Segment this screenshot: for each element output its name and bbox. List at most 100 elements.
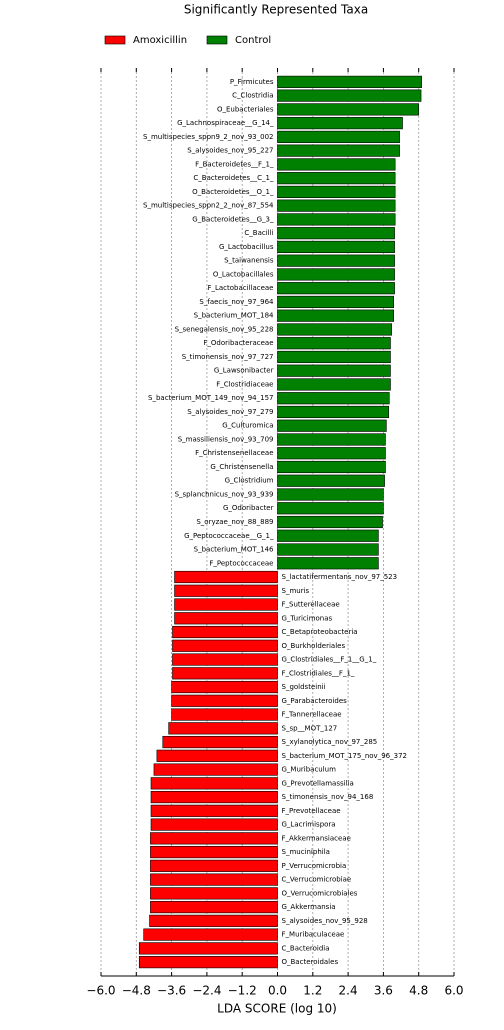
bar <box>277 117 403 130</box>
bar <box>277 557 379 570</box>
category-label: G_Lacrimispora <box>282 821 336 829</box>
bar <box>150 804 278 817</box>
bar <box>277 158 396 171</box>
category-label: G_Christensenella <box>210 463 273 471</box>
category-label: S_massiliensis_nov_93_709 <box>178 435 274 443</box>
bar <box>277 350 391 364</box>
bar <box>277 295 394 309</box>
bar <box>277 309 394 322</box>
category-label: S_multispecies_sppn2_2_nov_87_554 <box>143 202 274 210</box>
legend-label: Amoxicillin <box>133 35 187 46</box>
category-label: F_Clostridiaceae <box>216 380 273 388</box>
bar <box>150 873 278 886</box>
x-tick-label: −1.2 <box>228 984 257 998</box>
bar <box>277 240 395 253</box>
category-label: S_faecis_nov_97_964 <box>199 298 274 306</box>
bar <box>171 708 278 721</box>
legend-label: Control <box>235 35 271 46</box>
category-label: O_Verrucomicrobiales <box>282 889 358 897</box>
category-label: O_Burkholderiales <box>282 642 346 650</box>
category-label: F_Lactobacillaceae <box>207 284 273 292</box>
x-tick-label: −6.0 <box>86 984 115 998</box>
category-label: G_Clostridium <box>225 477 274 485</box>
x-axis-label: LDA SCORE (log 10) <box>217 1002 337 1016</box>
category-label: F_Christensenellaceae <box>195 449 273 457</box>
category-label: P_Verrucomicrobia <box>282 862 347 870</box>
category-label: G_Peptococcaceae__G_1_ <box>184 532 274 540</box>
bar <box>277 185 396 198</box>
bar <box>277 323 392 336</box>
bar <box>277 213 396 226</box>
bar <box>171 694 278 707</box>
category-label: F_Odoribacteraceae <box>203 339 273 347</box>
category-label: S_multispecies_sppn9_2_nov_93_002 <box>143 133 273 141</box>
bar <box>150 791 278 804</box>
x-tick-label: 4.8 <box>409 984 428 998</box>
legend-swatch <box>104 35 126 45</box>
bar <box>162 735 278 749</box>
category-label: C_Bacilli <box>244 229 273 237</box>
x-tick-label: 2.4 <box>339 984 358 998</box>
bar <box>150 859 278 872</box>
category-label: S_bacterium_MOT_175_nov_96_372 <box>282 752 407 760</box>
bar <box>172 639 278 652</box>
bar <box>277 447 386 460</box>
category-label: F_Bacteroidetes__F_1_ <box>195 160 274 168</box>
category-label: S_xylanolytica_nov_97_285 <box>282 738 378 746</box>
bar <box>277 89 422 102</box>
bar <box>174 612 278 625</box>
category-label: F_Tannerellaceae <box>282 711 342 719</box>
category-label: S_bacterium_MOT_184 <box>194 312 274 320</box>
category-label: G_Culturomica <box>222 422 273 430</box>
bar <box>150 901 278 914</box>
category-label: S_alysoides_nov_97_279 <box>187 408 273 416</box>
category-label: C_Bacteroidetes__C_1_ <box>193 174 274 182</box>
category-label: S_muciniphila <box>282 848 330 856</box>
category-label: S_alysoides_nov_95_227 <box>187 147 273 155</box>
category-label: C_Bacteroidia <box>282 944 330 952</box>
x-tick-label: −3.6 <box>157 984 186 998</box>
category-label: O_Lactobacillales <box>213 270 274 278</box>
bar <box>277 419 387 432</box>
category-label: O_Bacteroidetes__O_1_ <box>192 188 274 196</box>
bar <box>277 268 395 281</box>
category-label: F_Clostridiales__F_1_ <box>282 669 355 677</box>
bar <box>277 337 391 350</box>
bar <box>277 529 379 542</box>
legend-swatch <box>206 35 228 45</box>
x-tick-label: 6.0 <box>444 984 463 998</box>
bar <box>172 667 278 680</box>
category-label: S_bacterium_MOT_146 <box>194 546 274 554</box>
bar <box>277 433 386 446</box>
chart-title: Significantly Represented Taxa <box>184 3 368 17</box>
category-label: G_Akkermansia <box>282 903 336 911</box>
bar <box>174 598 278 611</box>
bar <box>277 515 383 529</box>
category-label: G_Lachnospiraceae__G_14_ <box>177 119 274 127</box>
category-label: G_Lactobacillus <box>219 243 274 251</box>
bar <box>150 846 278 859</box>
bar <box>150 832 278 845</box>
category-label: F_Muribaculaceae <box>282 931 345 939</box>
x-tick-label: −4.8 <box>122 984 151 998</box>
category-label: S_oryzae_nov_88_889 <box>196 518 273 526</box>
category-label: C_Clostridia <box>232 92 273 100</box>
bar <box>277 75 422 88</box>
bar <box>153 763 278 776</box>
bar <box>277 199 396 212</box>
category-label: F_Akkermansiaceae <box>282 834 351 842</box>
bar <box>277 392 390 405</box>
category-label: G_Clostridiales__F_1__G_1_ <box>282 656 377 664</box>
category-label: O_Eubacteriales <box>217 105 274 113</box>
category-label: F_Sutterellaceae <box>282 601 340 609</box>
category-label: G_Parabacteroides <box>282 697 348 705</box>
category-label: O_Bacteroidales <box>282 958 339 966</box>
category-label: S_bacterium_MOT_149_nov_94_157 <box>148 394 273 402</box>
bar <box>277 130 400 143</box>
bar <box>277 405 389 419</box>
bar <box>277 254 395 267</box>
x-tick-label: 1.2 <box>303 984 322 998</box>
bar <box>277 103 419 116</box>
bar <box>277 543 379 556</box>
